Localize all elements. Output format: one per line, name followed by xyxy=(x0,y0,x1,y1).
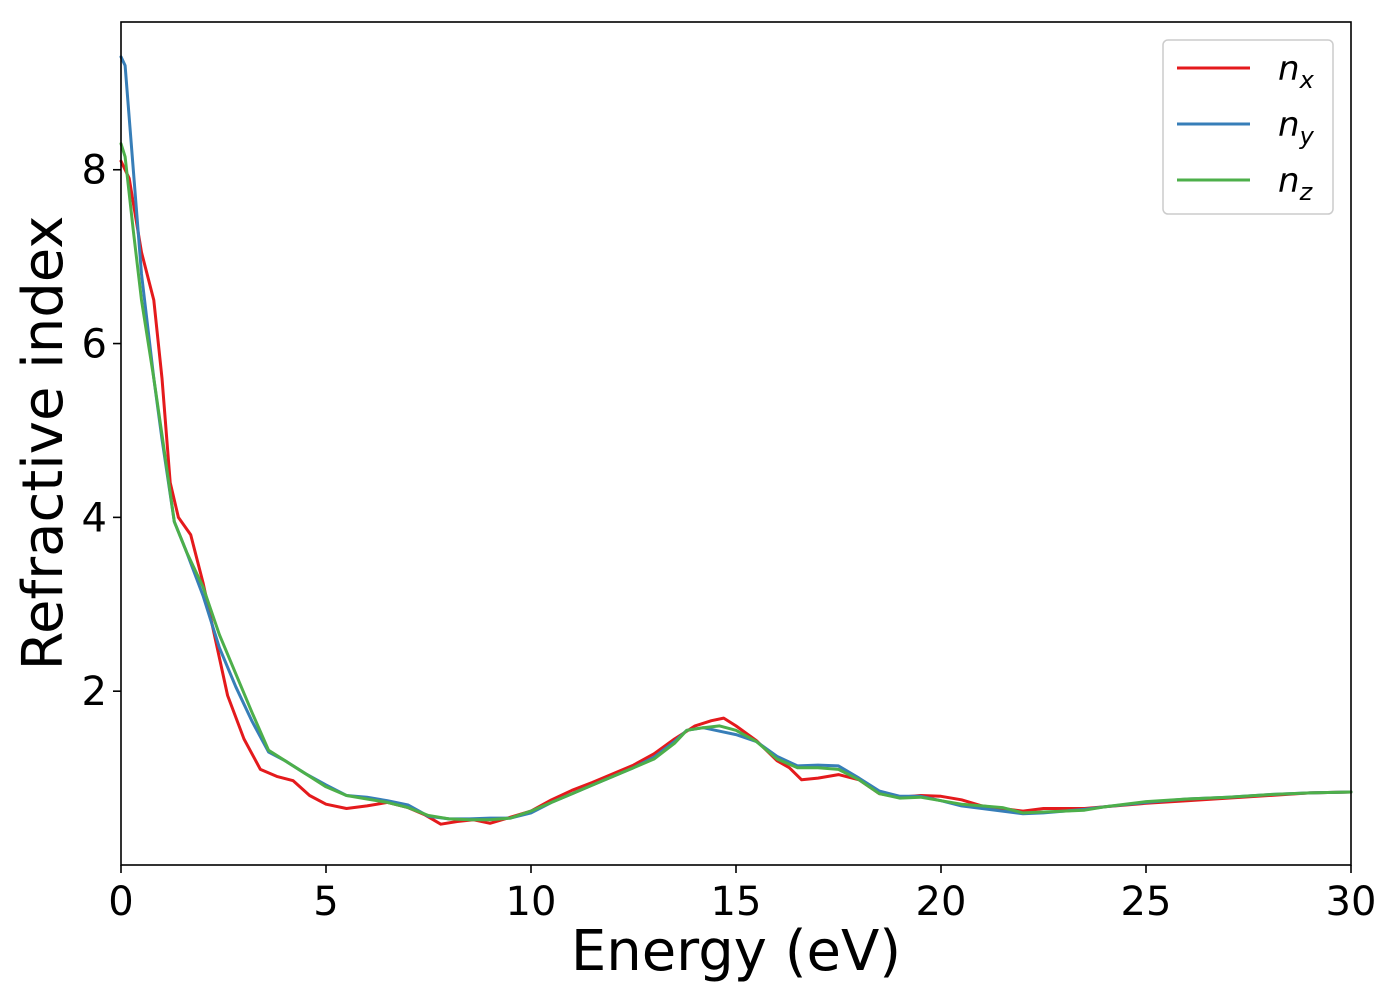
legend-label-base: n xyxy=(1278,49,1300,89)
series-line-z xyxy=(119,142,1353,822)
x-tick-label: 10 xyxy=(506,879,557,925)
y-axis-label: Refractive index xyxy=(11,216,76,671)
x-tick-label: 15 xyxy=(711,879,762,925)
y-tick-label: 4 xyxy=(82,495,107,541)
x-tick-label: 20 xyxy=(916,879,967,925)
x-tick-label: 0 xyxy=(108,879,133,925)
x-tick-label: 25 xyxy=(1121,879,1172,925)
legend-box xyxy=(1162,39,1334,215)
legend-label-x: nx xyxy=(1278,49,1315,94)
x-tick-label: 5 xyxy=(313,879,338,925)
legend-label-subscript: x xyxy=(1299,66,1315,94)
x-axis-label: Energy (eV) xyxy=(571,919,901,984)
legend-label-subscript: z xyxy=(1299,178,1314,206)
y-tick-label: 6 xyxy=(82,322,107,368)
tick-layer: 0 5 10 15 20 25 30 2 4 6 8 xyxy=(82,148,1377,925)
legend-label-subscript: y xyxy=(1299,122,1315,150)
plot-frame xyxy=(120,21,1352,866)
legend-label-base: n xyxy=(1278,161,1300,201)
legend-label-y: ny xyxy=(1278,105,1315,150)
legend-label-z: nz xyxy=(1278,161,1314,206)
y-tick-label: 8 xyxy=(82,148,107,194)
x-tick-label: 30 xyxy=(1326,879,1377,925)
y-tick-label: 2 xyxy=(82,669,107,715)
legend-label-base: n xyxy=(1278,105,1300,145)
series-layer xyxy=(119,55,1353,826)
